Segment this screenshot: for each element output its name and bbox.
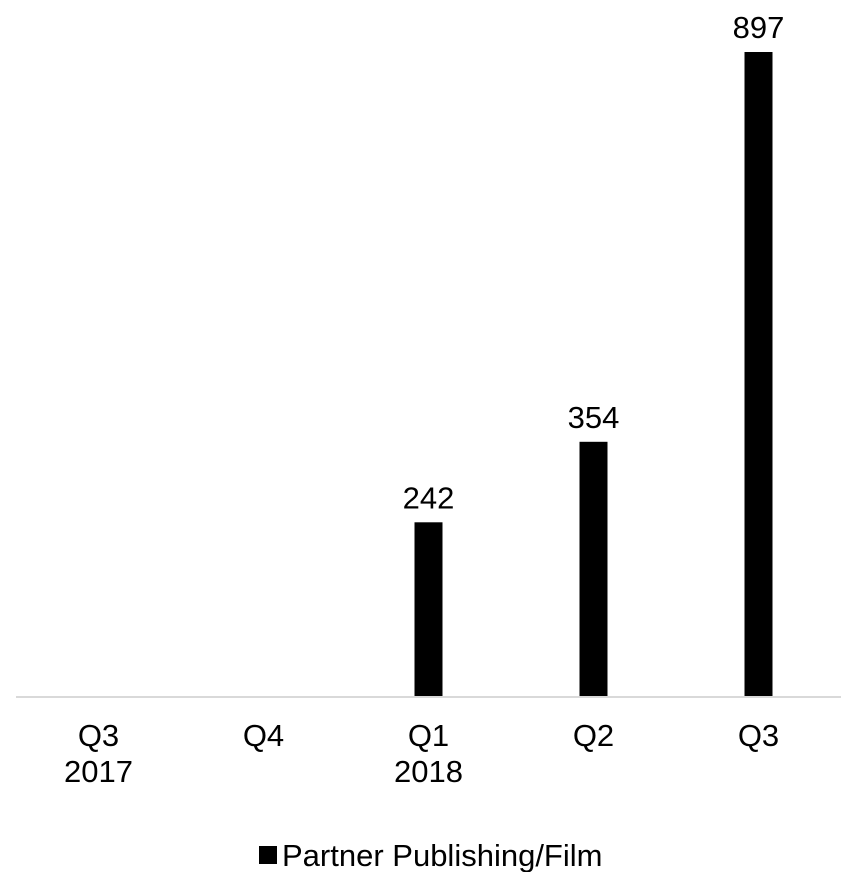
x-tick-label-line: 2018: [394, 754, 463, 789]
legend-label: Partner Publishing/Film: [282, 838, 602, 872]
bar-2: [414, 522, 443, 696]
data-label-3: 354: [568, 400, 620, 435]
x-tick-label-line: Q4: [243, 718, 284, 753]
x-tick-label-2: Q1 2018: [394, 718, 463, 789]
x-tick-label-line: Q3: [738, 718, 779, 753]
x-tick-label-line: Q3: [78, 718, 119, 753]
x-tick-label-1: Q4: [243, 718, 284, 753]
bar-4: [744, 52, 773, 696]
x-tick-label-line: Q1: [408, 718, 449, 753]
data-label-2: 242: [403, 480, 455, 515]
data-label-4: 897: [733, 10, 785, 45]
x-tick-label-line: 2017: [64, 754, 133, 789]
legend-swatch: [259, 846, 277, 864]
x-tick-label-4: Q3: [738, 718, 779, 753]
data-labels-group: 242 354 897: [403, 10, 785, 515]
legend: Partner Publishing/Film: [259, 838, 602, 872]
x-tick-label-0: Q3 2017: [64, 718, 133, 789]
bar-3: [579, 441, 608, 696]
x-tick-label-line: Q2: [573, 718, 614, 753]
x-tick-label-3: Q2: [573, 718, 614, 753]
bars-group: [414, 52, 773, 696]
